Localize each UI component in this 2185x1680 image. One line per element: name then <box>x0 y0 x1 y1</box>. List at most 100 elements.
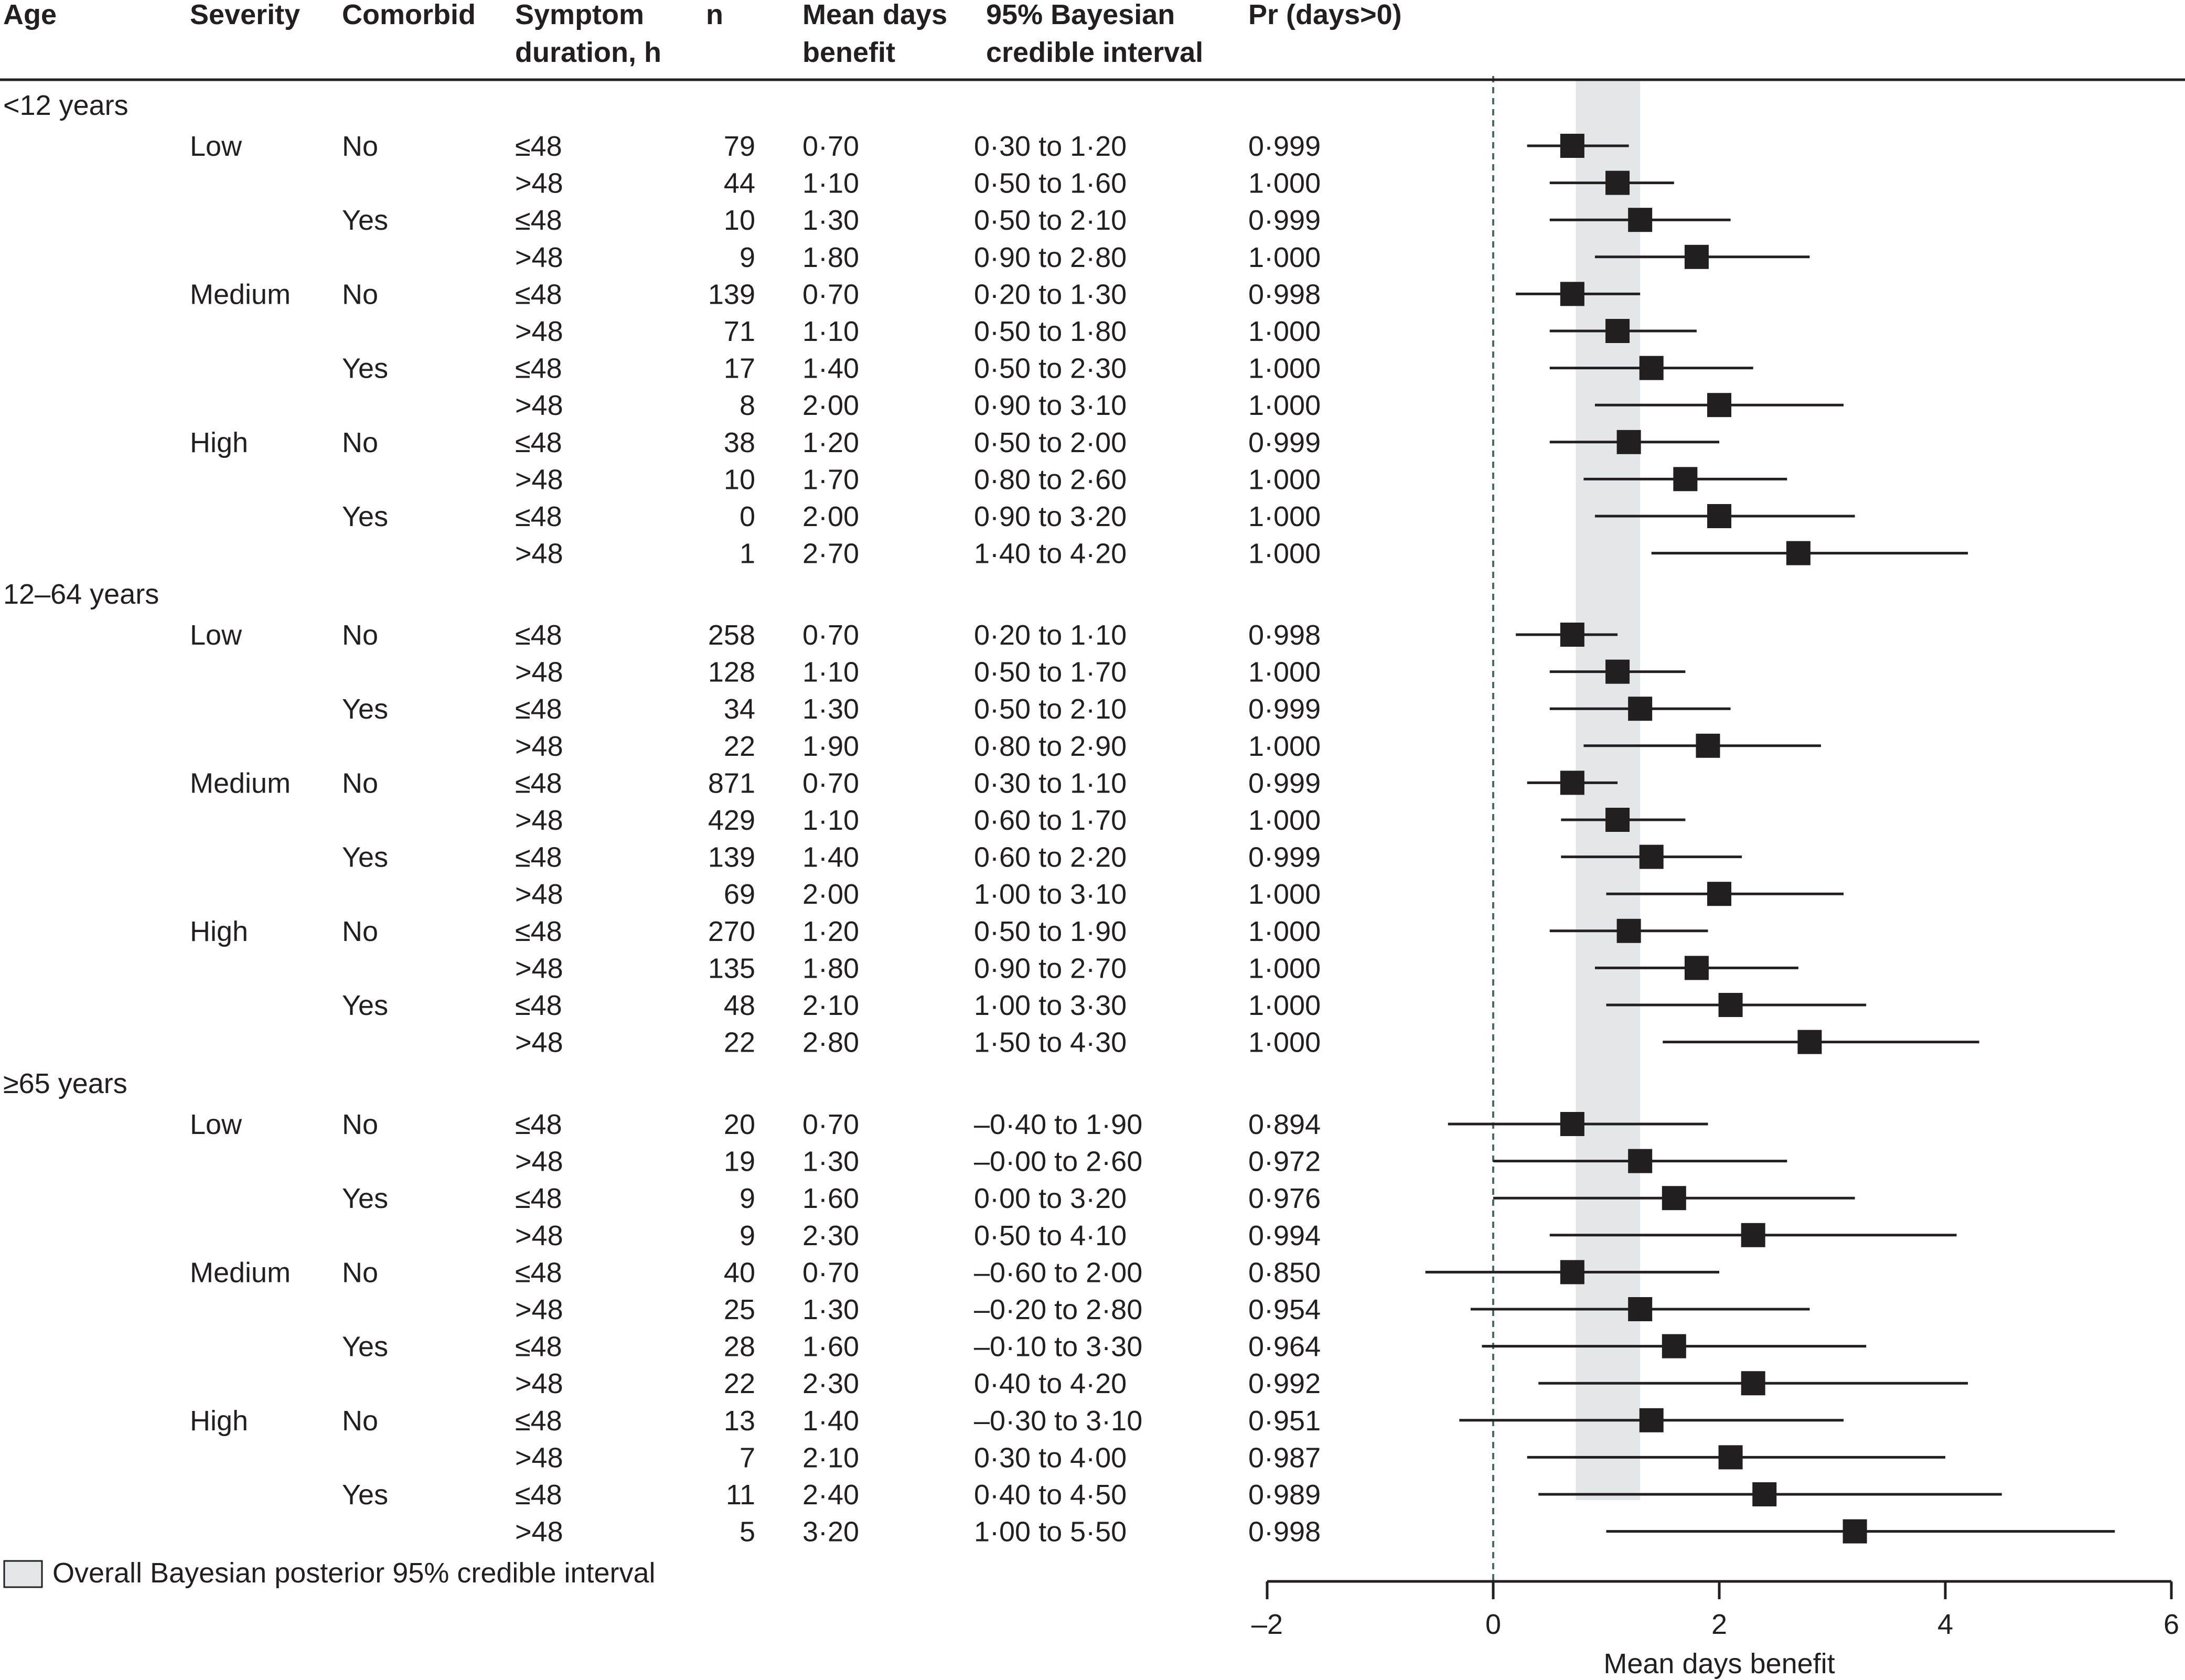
probability-value: 0·999 <box>1248 693 1321 725</box>
mean-marker <box>1560 1260 1584 1285</box>
header-duration-line2: duration, h <box>515 37 661 68</box>
probability-value: 1·000 <box>1248 805 1321 836</box>
mean-marker <box>1560 1112 1584 1136</box>
mean-benefit-value: 1·30 <box>802 205 859 236</box>
n-value: 13 <box>724 1405 755 1437</box>
probability-value: 0·999 <box>1248 131 1321 162</box>
mean-marker <box>1628 1297 1653 1321</box>
duration-label: >48 <box>515 1368 563 1399</box>
credible-interval-value: 0·90 to 3·10 <box>974 390 1127 421</box>
credible-interval-value: 0·50 to 2·10 <box>974 693 1127 725</box>
header-pr: Pr (days>0) <box>1248 0 1402 30</box>
credible-interval-value: –0·10 to 3·30 <box>974 1331 1142 1363</box>
severity-label: Medium <box>190 279 291 310</box>
n-value: 429 <box>708 805 755 836</box>
mean-benefit-value: 2·30 <box>802 1368 859 1399</box>
duration-label: ≤48 <box>515 279 562 310</box>
duration-label: >48 <box>515 953 563 984</box>
comorbid-label: No <box>342 1257 378 1288</box>
credible-interval-value: 0·30 to 4·00 <box>974 1442 1127 1473</box>
mean-marker <box>1639 356 1664 380</box>
severity-label: Medium <box>190 767 291 799</box>
n-value: 871 <box>708 767 755 799</box>
probability-value: 1·000 <box>1248 353 1321 384</box>
severity-label: High <box>190 427 248 458</box>
probability-value: 1·000 <box>1248 990 1321 1021</box>
comorbid-label: Yes <box>342 501 388 532</box>
legend-label: Overall Bayesian posterior 95% credible … <box>52 1557 656 1589</box>
n-value: 128 <box>708 657 755 688</box>
header-ci-line1: 95% Bayesian <box>986 0 1175 30</box>
probability-value: 0·951 <box>1248 1405 1321 1437</box>
legend-swatch <box>3 1560 43 1588</box>
severity-label: High <box>190 916 248 947</box>
duration-label: >48 <box>515 1442 563 1473</box>
credible-interval-value: 0·40 to 4·50 <box>974 1479 1127 1511</box>
mean-benefit-value: 1·20 <box>802 427 859 458</box>
mean-marker <box>1718 1445 1743 1470</box>
mean-marker <box>1628 1149 1653 1173</box>
n-value: 34 <box>724 693 755 725</box>
duration-label: >48 <box>515 538 563 570</box>
n-value: 28 <box>724 1331 755 1363</box>
x-tick-label: 2 <box>1711 1609 1727 1640</box>
duration-label: ≤48 <box>515 205 562 236</box>
severity-label: Medium <box>190 1257 291 1288</box>
duration-label: ≤48 <box>515 1109 562 1140</box>
header-severity: Severity <box>190 0 300 30</box>
mean-benefit-value: 2·80 <box>802 1027 859 1058</box>
mean-marker <box>1786 541 1811 565</box>
credible-interval-value: 0·50 to 2·30 <box>974 353 1127 384</box>
probability-value: 0·976 <box>1248 1183 1321 1214</box>
credible-interval-value: 0·50 to 1·70 <box>974 657 1127 688</box>
duration-label: >48 <box>515 657 563 688</box>
n-value: 71 <box>724 316 755 347</box>
n-value: 44 <box>724 168 755 199</box>
n-value: 10 <box>724 464 755 495</box>
comorbid-label: No <box>342 1109 378 1140</box>
mean-marker <box>1639 1408 1664 1432</box>
comorbid-label: No <box>342 767 378 799</box>
duration-label: ≤48 <box>515 1331 562 1363</box>
mean-benefit-value: 1·20 <box>802 916 859 947</box>
x-axis-label: Mean days benefit <box>1603 1648 1835 1679</box>
mean-benefit-value: 2·10 <box>802 990 859 1021</box>
duration-label: >48 <box>515 316 563 347</box>
credible-interval-value: 1·00 to 5·50 <box>974 1516 1127 1548</box>
mean-benefit-value: 2·00 <box>802 879 859 910</box>
credible-interval-value: 1·40 to 4·20 <box>974 538 1127 570</box>
duration-label: >48 <box>515 1516 563 1548</box>
duration-label: ≤48 <box>515 1183 562 1214</box>
credible-interval-value: 0·60 to 2·20 <box>974 842 1127 873</box>
credible-interval-value: 0·50 to 2·00 <box>974 427 1127 458</box>
mean-benefit-value: 1·10 <box>802 657 859 688</box>
mean-marker <box>1605 659 1630 684</box>
mean-marker <box>1843 1519 1867 1544</box>
mean-benefit-value: 1·30 <box>802 1146 859 1178</box>
credible-interval-value: 1·00 to 3·10 <box>974 879 1127 910</box>
probability-value: 0·999 <box>1248 767 1321 799</box>
severity-label: Low <box>190 131 242 162</box>
duration-label: ≤48 <box>515 1257 562 1288</box>
header-n: n <box>706 0 723 30</box>
mean-marker <box>1797 1030 1822 1054</box>
duration-label: ≤48 <box>515 619 562 651</box>
n-value: 1 <box>740 538 755 570</box>
mean-benefit-value: 1·40 <box>802 1405 859 1437</box>
probability-value: 1·000 <box>1248 501 1321 532</box>
credible-interval-value: 0·50 to 4·10 <box>974 1220 1127 1251</box>
mean-marker <box>1741 1371 1765 1396</box>
mean-benefit-value: 3·20 <box>802 1516 859 1548</box>
duration-label: ≤48 <box>515 131 562 162</box>
duration-label: >48 <box>515 1027 563 1058</box>
mean-benefit-value: 2·00 <box>802 501 859 532</box>
mean-benefit-value: 1·90 <box>802 731 859 762</box>
overall-ci-band <box>1576 79 1641 1500</box>
duration-label: >48 <box>515 242 563 273</box>
header-mean-line1: Mean days <box>802 0 947 30</box>
duration-label: ≤48 <box>515 427 562 458</box>
duration-label: ≤48 <box>515 501 562 532</box>
n-value: 19 <box>724 1146 755 1178</box>
n-value: 20 <box>724 1109 755 1140</box>
mean-marker <box>1707 504 1731 528</box>
